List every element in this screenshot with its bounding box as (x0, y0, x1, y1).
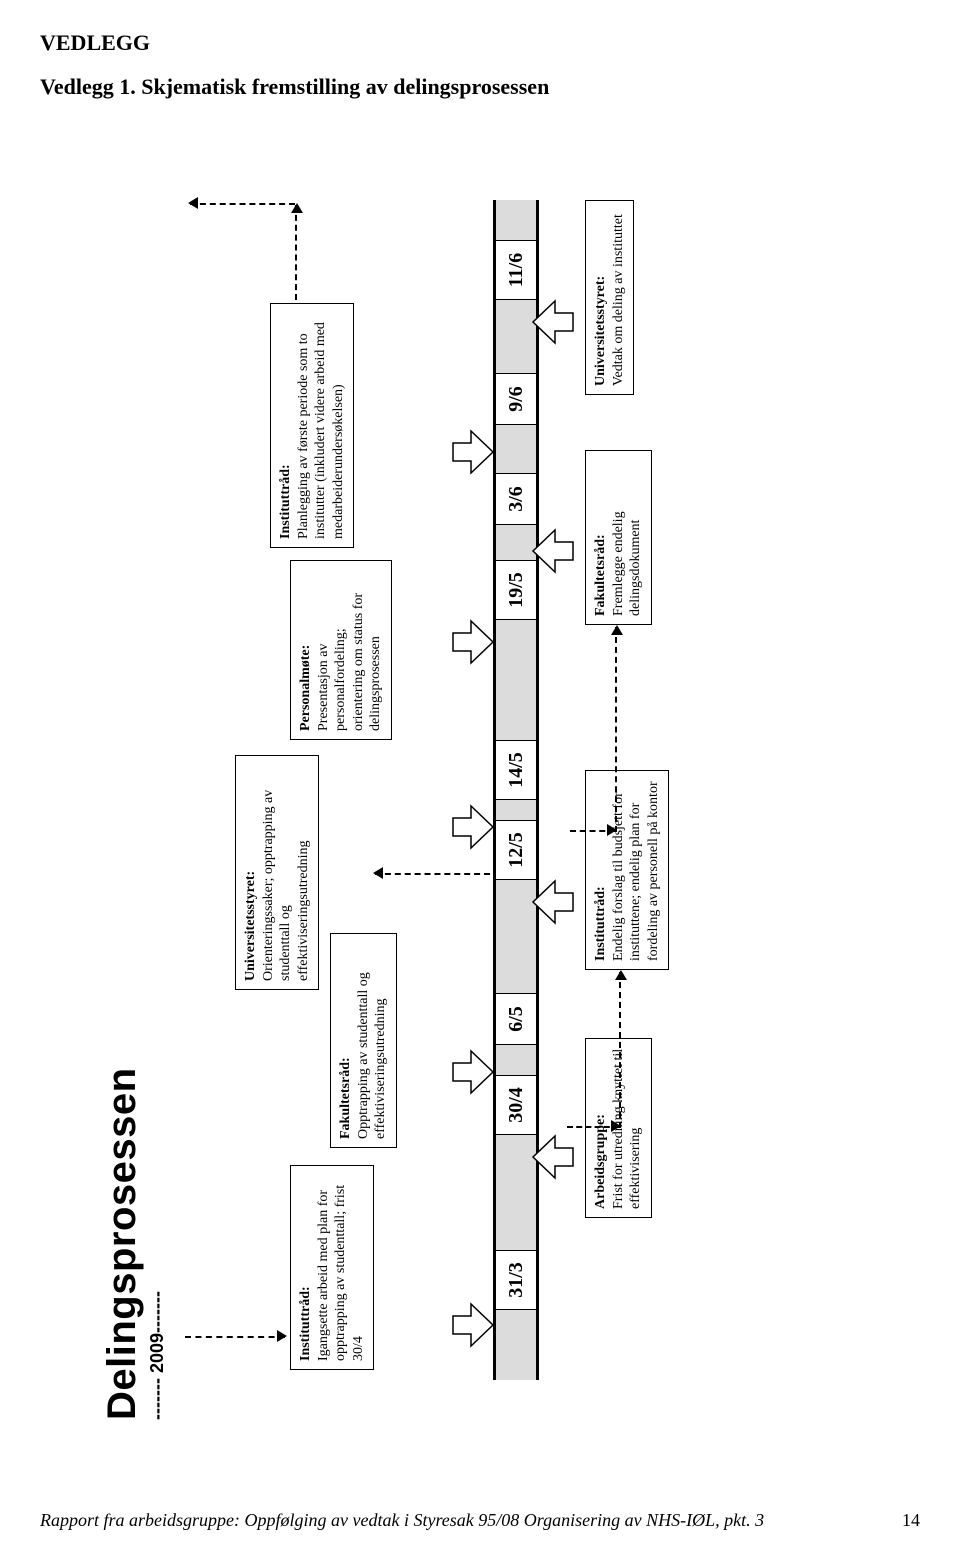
footer-text: Rapport fra arbeidsgruppe: Oppfølging av… (40, 1510, 764, 1531)
instituttrad-3-arrow-down-icon (451, 429, 495, 475)
timeline-date: 6/5 (496, 993, 536, 1045)
instituttrad-3: Instituttråd:Planlegging av første perio… (270, 303, 354, 548)
connector-bb1-down (567, 1126, 619, 1128)
instituttrad-2-arrow-up-icon (531, 879, 575, 925)
instituttrad-1-body: Igangsette arbeid med plan for opptrappi… (316, 1185, 366, 1361)
diagram-year: ------- 2009------- (147, 1291, 168, 1420)
universitetsstyret-1-title: Universitetsstyret: (242, 764, 260, 981)
connector-bb2-to-bb3 (615, 627, 617, 832)
fakultetsrad-1: Fakultetsråd:Opptrapping av studenttall … (330, 933, 397, 1148)
timeline-date: 11/6 (496, 240, 536, 300)
fakultetsrad-2: Fakultetsråd:Fremlegge endelig delingsdo… (585, 450, 652, 625)
instituttrad-1: Instituttråd:Igangsette arbeid med plan … (290, 1165, 374, 1370)
personalmote-title: Personalmøte: (297, 569, 315, 731)
instituttrad-2: Instituttråd:Endelig forslag til budsjet… (585, 770, 669, 970)
fakultetsrad-2-body: Fremlegge endelig delingsdokument (611, 511, 644, 616)
diagram-big-title: Delingsprosessen (100, 1067, 145, 1420)
instituttrad-3-body: Planlegging av første periode som to ins… (296, 322, 346, 539)
instituttrad-1-arrow-down-icon (451, 1302, 495, 1348)
universitetsstyret-2-arrow-up-icon (531, 299, 575, 345)
page-footer: Rapport fra arbeidsgruppe: Oppfølging av… (40, 1510, 920, 1531)
document-page: VEDLEGG Vedlegg 1. Skjematisk fremstilli… (0, 0, 960, 1547)
instituttrad-2-title: Instituttråd: (592, 779, 610, 961)
arbeidsgruppe-arrow-up-icon (531, 1134, 575, 1180)
timeline-date: 9/6 (496, 373, 536, 425)
personalmote: Personalmøte:Presentasjon av personalfor… (290, 560, 392, 740)
connector-bb1-to-bb2 (619, 972, 621, 1128)
timeline-date: 19/5 (496, 560, 536, 620)
page-number: 14 (902, 1510, 920, 1531)
connector-bb2-down (570, 830, 615, 832)
fakultetsrad-1-arrow-down-icon (451, 1049, 495, 1095)
universitetsstyret-2-body: Vedtak om deling av instituttet (611, 214, 626, 386)
personalmote-body: Presentasjon av personalfordeling; orien… (316, 593, 384, 731)
fakultetsrad-1-body: Opptrapping av studenttall og effektivis… (356, 972, 389, 1139)
fakultetsrad-1-title: Fakultetsråd: (337, 942, 355, 1139)
timeline-date: 12/5 (496, 820, 536, 880)
fakultetsrad-2-arrow-up-icon (531, 528, 575, 574)
universitetsstyret-1-body: Orienteringssaker; opptrapping av studen… (261, 790, 311, 981)
universitetsstyret-1-arrow-down-icon (451, 804, 495, 850)
timeline-bar: 31/3 30/4 6/5 12/5 14/5 19/5 3/6 9/6 11/6 (493, 200, 539, 1380)
fakultetsrad-2-title: Fakultetsråd: (592, 459, 610, 616)
universitetsstyret-1: Universitetsstyret:Orienteringssaker; op… (235, 755, 319, 990)
page-title-1: VEDLEGG (40, 30, 920, 56)
connector-b5-up (190, 203, 295, 205)
page-title-2: Vedlegg 1. Skjematisk fremstilling av de… (40, 74, 920, 100)
diagram-holder: Delingsprosessen ------- 2009------- 31/… (75, 140, 885, 1440)
connector-b5-right (295, 205, 297, 300)
timeline-date: 30/4 (496, 1075, 536, 1135)
arbeidsgruppe-title: Arbeidsgruppe: (592, 1047, 610, 1209)
instituttrad-2-body: Endelig forslag til budsjett for institu… (611, 781, 661, 961)
connector-year-to-b1 (185, 1336, 285, 1338)
timeline-date: 14/5 (496, 740, 536, 800)
timeline-date: 31/3 (496, 1250, 536, 1310)
personalmote-arrow-down-icon (451, 619, 495, 665)
timeline-date: 3/6 (496, 473, 536, 525)
instituttrad-1-title: Instituttråd: (297, 1174, 315, 1361)
universitetsstyret-2: Universitetsstyret:Vedtak om deling av i… (585, 200, 634, 395)
delingsprosessen-diagram: Delingsprosessen ------- 2009------- 31/… (75, 140, 885, 1440)
universitetsstyret-2-title: Universitetsstyret: (592, 209, 610, 386)
instituttrad-3-title: Instituttråd: (277, 312, 295, 539)
connector-b2-to-b3 (375, 873, 490, 875)
